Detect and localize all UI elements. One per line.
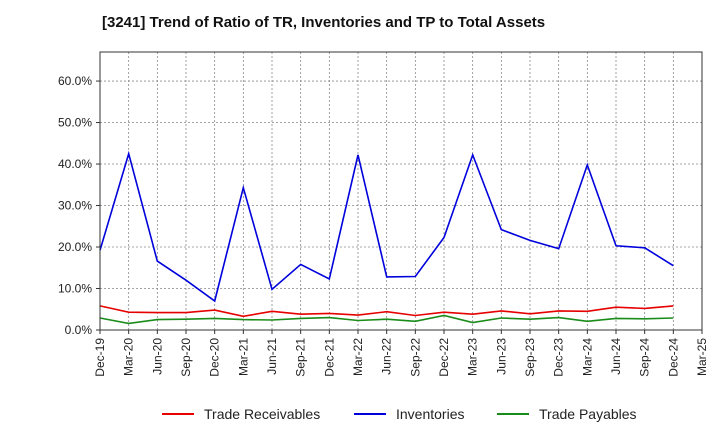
legend-label: Inventories bbox=[396, 406, 464, 422]
x-tick-label: Mar-24 bbox=[580, 338, 594, 376]
x-tick-label: Jun-21 bbox=[265, 338, 279, 375]
x-tick-label: Sep-24 bbox=[638, 338, 652, 377]
x-tick-label: Sep-20 bbox=[179, 338, 193, 377]
x-tick-label: Mar-21 bbox=[236, 338, 250, 376]
x-tick-label: Jun-22 bbox=[380, 338, 394, 375]
x-tick-label: Mar-23 bbox=[466, 338, 480, 376]
axes: 0.0% 10.0% 20.0% 30.0% 40.0% 50.0% 60.0% Dec-19… bbox=[58, 51, 709, 377]
x-tick-label: Mar-25 bbox=[695, 338, 709, 376]
x-tick-label: Dec-20 bbox=[208, 338, 222, 377]
plot-area bbox=[100, 52, 702, 330]
series-line-trade-payables bbox=[99, 314, 674, 325]
x-tick-label: Mar-20 bbox=[122, 338, 136, 376]
x-tick-label: Sep-22 bbox=[408, 338, 422, 377]
gridlines bbox=[100, 52, 702, 330]
legend-label: Trade Payables bbox=[539, 406, 637, 422]
x-tick-label: Dec-23 bbox=[552, 338, 566, 377]
x-tick-label: Jun-24 bbox=[609, 338, 623, 375]
series-line-inventories bbox=[99, 150, 674, 303]
y-tick-label: 20.0% bbox=[58, 240, 92, 254]
y-tick-label: 40.0% bbox=[58, 157, 92, 171]
x-tick-label: Dec-19 bbox=[93, 338, 107, 377]
x-tick-label: Mar-22 bbox=[351, 338, 365, 376]
x-tick-label: Dec-24 bbox=[666, 338, 680, 377]
y-tick-label: 0.0% bbox=[65, 323, 93, 337]
legend-label: Trade Receivables bbox=[204, 406, 320, 422]
x-tick-label: Jun-20 bbox=[150, 338, 164, 375]
plot-frame bbox=[99, 51, 703, 331]
chart-title: [3241] Trend of Ratio of TR, Inventories… bbox=[102, 14, 546, 31]
x-tick-label: Dec-22 bbox=[437, 338, 451, 377]
x-tick-label: Sep-23 bbox=[523, 338, 537, 377]
x-tick-label: Sep-21 bbox=[294, 338, 308, 377]
y-tick-label: 60.0% bbox=[58, 74, 92, 88]
series-line-trade-receivables bbox=[99, 305, 674, 318]
legend: Trade Receivables Inventories Trade Payabl… bbox=[162, 406, 637, 422]
plot-background bbox=[100, 52, 702, 330]
y-tick-label: 50.0% bbox=[58, 116, 92, 130]
y-tick-label: 30.0% bbox=[58, 199, 92, 213]
x-tick-label: Dec-21 bbox=[322, 338, 336, 377]
x-tick-label: Jun-23 bbox=[494, 338, 508, 375]
y-tick-label: 10.0% bbox=[58, 282, 92, 296]
series-lines bbox=[99, 150, 674, 325]
